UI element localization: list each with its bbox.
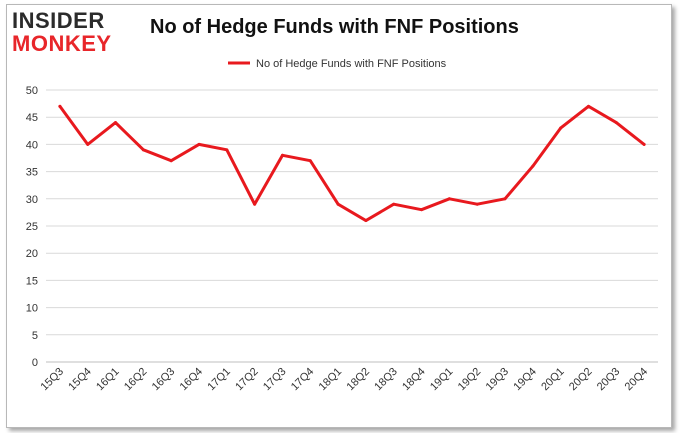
- x-tick-label: 17Q3: [261, 366, 289, 394]
- series-lines: [58, 104, 646, 223]
- logo-line-1: INSIDER: [12, 8, 105, 33]
- data-point: [475, 202, 479, 206]
- x-tick-label: 17Q4: [289, 366, 317, 394]
- y-tick-label: 50: [26, 85, 38, 97]
- x-tick-label: 19Q1: [428, 366, 456, 394]
- data-point: [308, 159, 312, 163]
- data-point: [503, 197, 507, 201]
- data-point: [169, 159, 173, 163]
- chart-title: No of Hedge Funds with FNF Positions: [150, 16, 519, 38]
- y-tick-label: 40: [26, 139, 38, 151]
- data-point: [586, 104, 590, 108]
- data-point: [392, 202, 396, 206]
- x-tick-label: 20Q4: [623, 366, 651, 394]
- x-tick-label: 20Q1: [539, 366, 567, 394]
- x-tick-label: 16Q3: [150, 366, 178, 394]
- x-tick-label: 18Q2: [345, 366, 373, 394]
- y-tick-label: 30: [26, 194, 38, 206]
- x-tick-label: 17Q2: [233, 366, 261, 394]
- x-tick-label: 19Q2: [456, 366, 484, 394]
- grid-lines: [46, 89, 658, 363]
- x-tick-label: 19Q4: [511, 366, 539, 394]
- data-point: [614, 121, 618, 125]
- x-tick-label: 16Q2: [122, 366, 150, 394]
- x-tick-label: 20Q3: [595, 366, 623, 394]
- insider-monkey-logo: INSIDER MONKEY: [12, 8, 130, 56]
- x-tick-label: 18Q1: [317, 366, 345, 394]
- data-point: [364, 219, 368, 223]
- y-tick-label: 45: [26, 112, 38, 124]
- x-tick-label: 18Q3: [372, 366, 400, 394]
- data-point: [141, 148, 145, 152]
- series-line-0: [58, 104, 646, 223]
- x-tick-label: 17Q1: [205, 366, 233, 394]
- x-tick-label: 18Q4: [400, 366, 428, 394]
- data-point: [531, 164, 535, 168]
- data-point: [197, 142, 201, 146]
- data-point: [447, 197, 451, 201]
- data-point: [336, 202, 340, 206]
- x-tick-label: 16Q4: [178, 366, 206, 394]
- y-tick-label: 25: [26, 221, 38, 233]
- data-point: [86, 142, 90, 146]
- data-point: [253, 202, 257, 206]
- y-tick-label: 35: [26, 167, 38, 179]
- legend-label: No of Hedge Funds with FNF Positions: [256, 58, 447, 70]
- y-tick-label: 15: [26, 275, 38, 287]
- y-tick-label: 5: [32, 330, 38, 342]
- data-point: [642, 142, 646, 146]
- x-tick-label: 19Q3: [484, 366, 512, 394]
- x-tick-label: 15Q4: [66, 366, 94, 394]
- data-point: [559, 126, 563, 130]
- x-tick-label: 16Q1: [94, 366, 122, 394]
- data-point: [114, 121, 118, 125]
- data-point: [225, 148, 229, 152]
- x-axis-ticks: 15Q3 15Q4 16Q1 16Q2 16Q3 16Q4 17Q1 17Q2 17Q3 17Q4…: [39, 366, 651, 394]
- x-tick-label: 15Q3: [39, 366, 67, 394]
- y-tick-label: 20: [26, 248, 38, 260]
- y-tick-label: 0: [32, 357, 38, 369]
- logo-line-2: MONKEY: [12, 31, 112, 56]
- y-tick-label: 10: [26, 303, 38, 315]
- data-point: [280, 153, 284, 157]
- x-tick-label: 20Q2: [567, 366, 595, 394]
- chart-frame: [6, 4, 672, 428]
- data-point: [58, 104, 62, 108]
- legend: No of Hedge Funds with FNF Positions: [228, 58, 447, 70]
- y-axis-ticks: 0 5 10 15 20 25 30 35 40 45 50: [26, 85, 38, 369]
- data-point: [420, 208, 424, 212]
